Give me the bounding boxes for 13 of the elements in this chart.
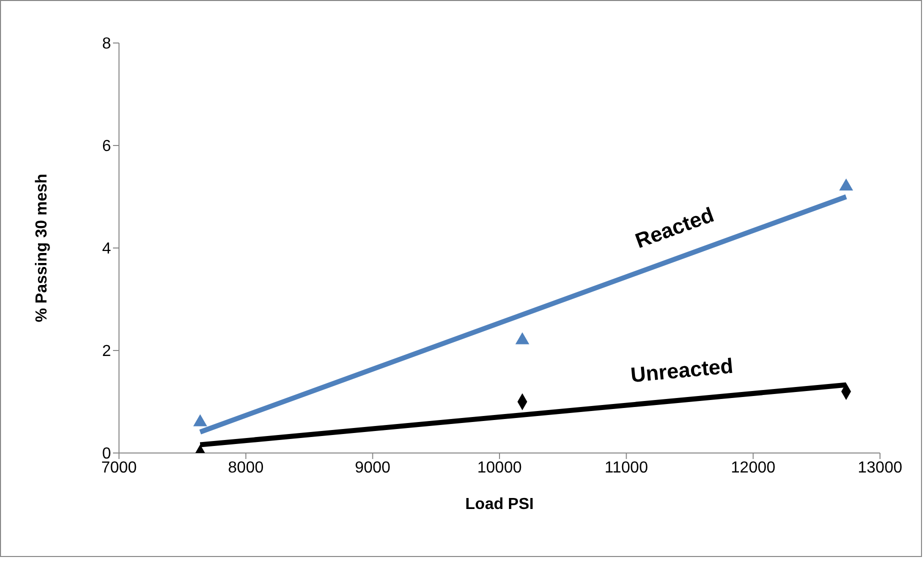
y-tick-label: 2 <box>102 343 112 360</box>
y-axis-title: % Passing 30 mesh <box>34 174 51 322</box>
x-tick-label: 12000 <box>730 459 776 476</box>
x-tick-label: 8000 <box>228 459 264 476</box>
x-tick-label: 9000 <box>354 459 391 476</box>
y-tick-label: 6 <box>102 138 112 156</box>
x-tick-label: 13000 <box>858 459 902 476</box>
y-tick-label: 4 <box>102 240 112 258</box>
y-tick-label: 8 <box>102 36 112 53</box>
text: Unreacted <box>630 354 734 388</box>
x-tick-label: 10000 <box>477 459 522 476</box>
x-axis-title: Load PSI <box>465 496 534 513</box>
x-tick-label: 11000 <box>604 459 648 476</box>
